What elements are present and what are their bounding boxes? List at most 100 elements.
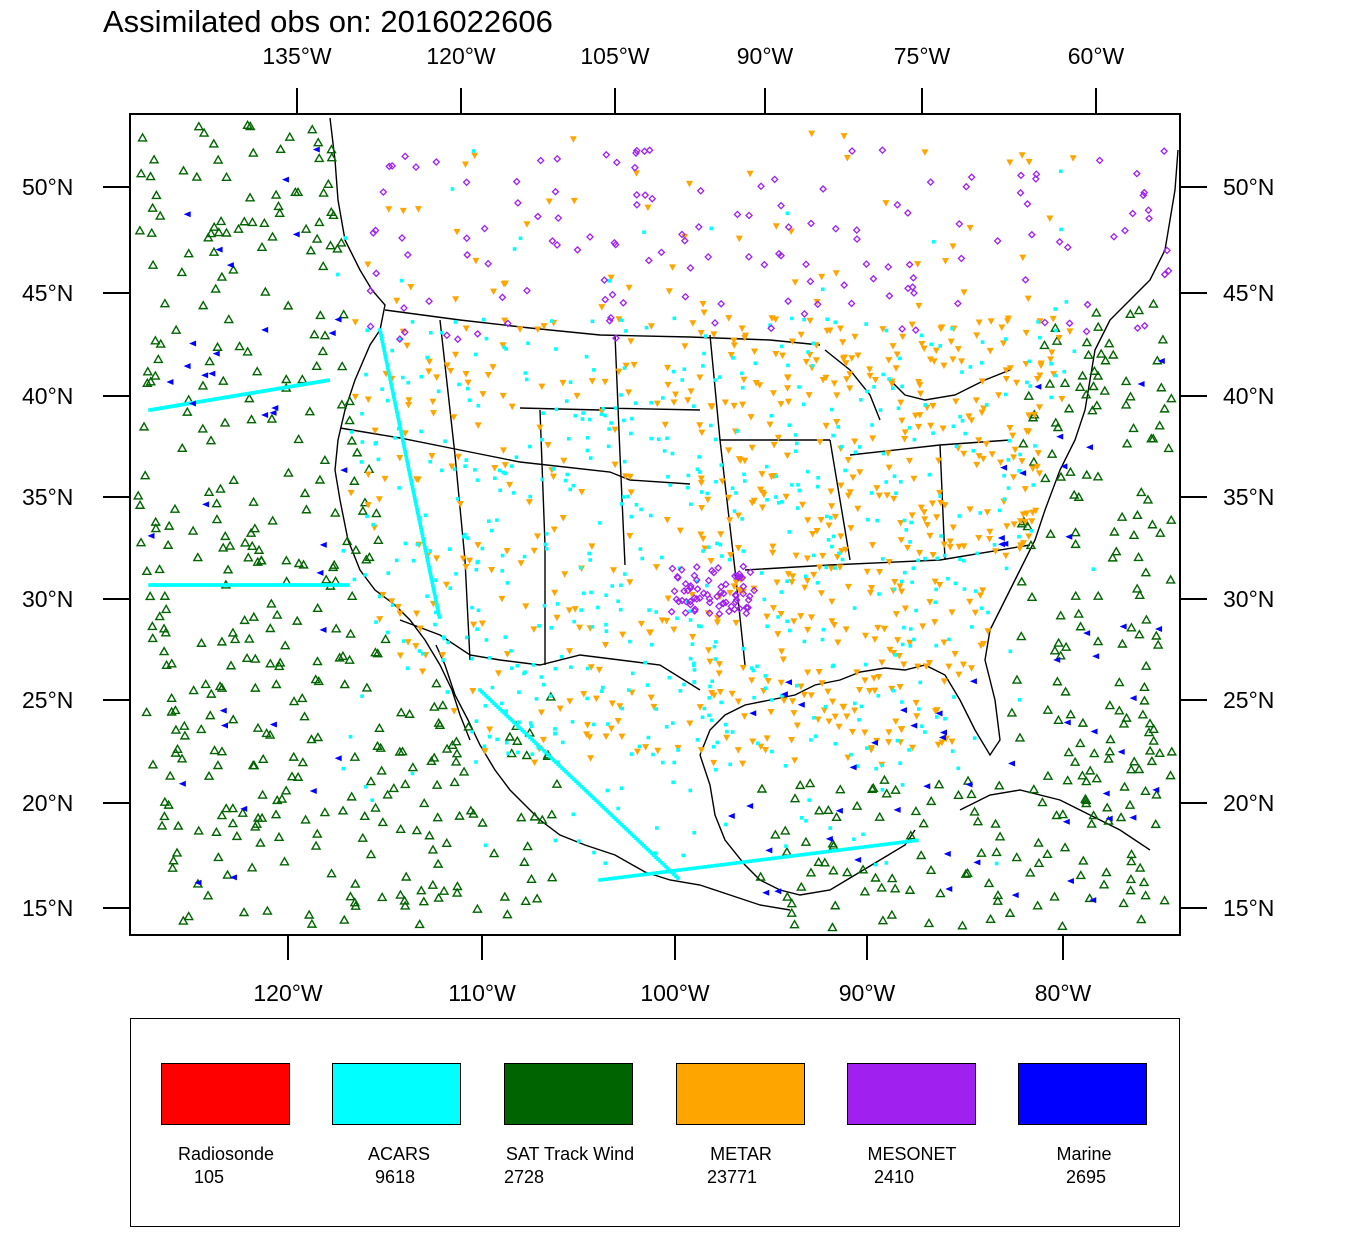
acars-marker xyxy=(268,388,273,392)
sat-wind-marker xyxy=(150,335,161,345)
sat-wind-marker xyxy=(330,507,341,517)
acars-marker xyxy=(647,608,651,612)
top-lon-label: 75°W xyxy=(893,43,951,69)
acars-marker xyxy=(553,731,558,736)
sat-wind-marker xyxy=(522,841,533,851)
acars-marker xyxy=(777,855,781,860)
acars-marker xyxy=(934,643,938,648)
metar-marker xyxy=(1004,315,1012,322)
metar-marker xyxy=(920,509,928,516)
sat-wind-marker xyxy=(1115,812,1127,822)
metar-marker xyxy=(876,568,884,576)
acars-marker xyxy=(753,361,758,366)
mesonet-marker xyxy=(705,594,714,603)
acars-marker xyxy=(360,440,365,444)
sat-wind-marker xyxy=(319,454,331,465)
acars-marker xyxy=(712,644,717,649)
sat-wind-marker xyxy=(259,217,270,228)
metar-marker xyxy=(503,547,511,555)
acars-marker xyxy=(713,437,718,442)
metar-marker xyxy=(758,504,766,511)
metar-marker xyxy=(885,464,893,472)
mesonet-marker xyxy=(630,163,639,172)
metar-marker xyxy=(949,524,957,532)
metar-marker xyxy=(915,379,923,386)
acars-marker xyxy=(404,455,409,460)
sat-wind-marker xyxy=(1075,621,1086,631)
sat-wind-marker xyxy=(284,131,295,141)
metar-marker xyxy=(866,589,874,597)
metar-marker xyxy=(598,304,606,311)
metar-marker xyxy=(376,616,384,623)
sat-wind-marker xyxy=(312,602,323,613)
marine-marker xyxy=(910,722,918,729)
sat-wind-marker xyxy=(228,714,239,724)
metar-marker xyxy=(960,450,968,458)
sat-wind-marker xyxy=(216,810,228,820)
acars-marker xyxy=(406,380,410,385)
acars-marker xyxy=(616,819,620,823)
sat-wind-marker xyxy=(547,872,558,882)
sat-wind-marker xyxy=(376,765,387,775)
sat-wind-marker xyxy=(349,897,361,907)
mesonet-marker xyxy=(1132,169,1141,178)
acars-marker xyxy=(434,597,438,602)
sat-wind-marker xyxy=(1065,466,1076,476)
acars-marker xyxy=(384,357,388,361)
acars-marker xyxy=(414,502,418,506)
mesonet-marker xyxy=(680,236,689,245)
metar-marker xyxy=(926,599,934,606)
mesonet-marker xyxy=(1140,188,1149,197)
acars-marker xyxy=(829,407,834,412)
acars-marker xyxy=(952,695,956,699)
sat-wind-marker xyxy=(551,778,563,788)
metar-marker xyxy=(948,609,956,616)
sat-wind-marker xyxy=(1131,583,1143,593)
metar-marker xyxy=(885,559,893,566)
mesonet-marker xyxy=(573,245,582,254)
acars-marker xyxy=(1004,566,1009,571)
acars-marker xyxy=(698,470,702,474)
acars-marker xyxy=(869,491,874,495)
acars-marker xyxy=(911,839,916,843)
metar-marker xyxy=(773,579,781,586)
acars-marker xyxy=(614,876,618,880)
acars-marker xyxy=(714,767,718,772)
metar-marker xyxy=(851,333,859,341)
acars-marker xyxy=(549,625,554,630)
acars-marker xyxy=(939,534,943,538)
sat-wind-marker xyxy=(247,217,258,227)
sat-wind-marker xyxy=(432,812,443,822)
sat-wind-marker xyxy=(1092,370,1104,380)
acars-marker xyxy=(500,709,504,713)
sat-wind-marker xyxy=(244,633,255,643)
metar-marker xyxy=(1018,458,1026,465)
marine-marker xyxy=(316,569,324,576)
metar-marker xyxy=(844,492,852,500)
marine-marker xyxy=(849,764,857,771)
acars-marker xyxy=(891,688,896,693)
acars-marker xyxy=(407,467,411,471)
acars-marker xyxy=(396,418,401,422)
metar-marker xyxy=(592,695,600,703)
acars-marker xyxy=(256,583,260,587)
acars-marker xyxy=(836,425,841,429)
acars-marker xyxy=(883,842,887,847)
sat-wind-marker xyxy=(135,537,147,547)
acars-marker xyxy=(184,583,188,587)
acars-marker xyxy=(833,741,838,746)
acars-marker xyxy=(522,671,526,676)
acars-marker xyxy=(619,393,623,397)
acars-marker xyxy=(672,760,676,765)
acars-marker xyxy=(373,441,378,446)
metar-marker xyxy=(955,671,963,679)
mesonet-marker xyxy=(1032,170,1041,179)
sat-wind-marker xyxy=(427,844,439,854)
metar-marker xyxy=(607,274,615,282)
acars-marker xyxy=(342,583,346,587)
acars-marker xyxy=(960,419,965,423)
acars-marker xyxy=(206,583,210,587)
metar-marker xyxy=(846,489,854,496)
acars-marker xyxy=(176,583,180,587)
acars-marker xyxy=(431,583,435,587)
